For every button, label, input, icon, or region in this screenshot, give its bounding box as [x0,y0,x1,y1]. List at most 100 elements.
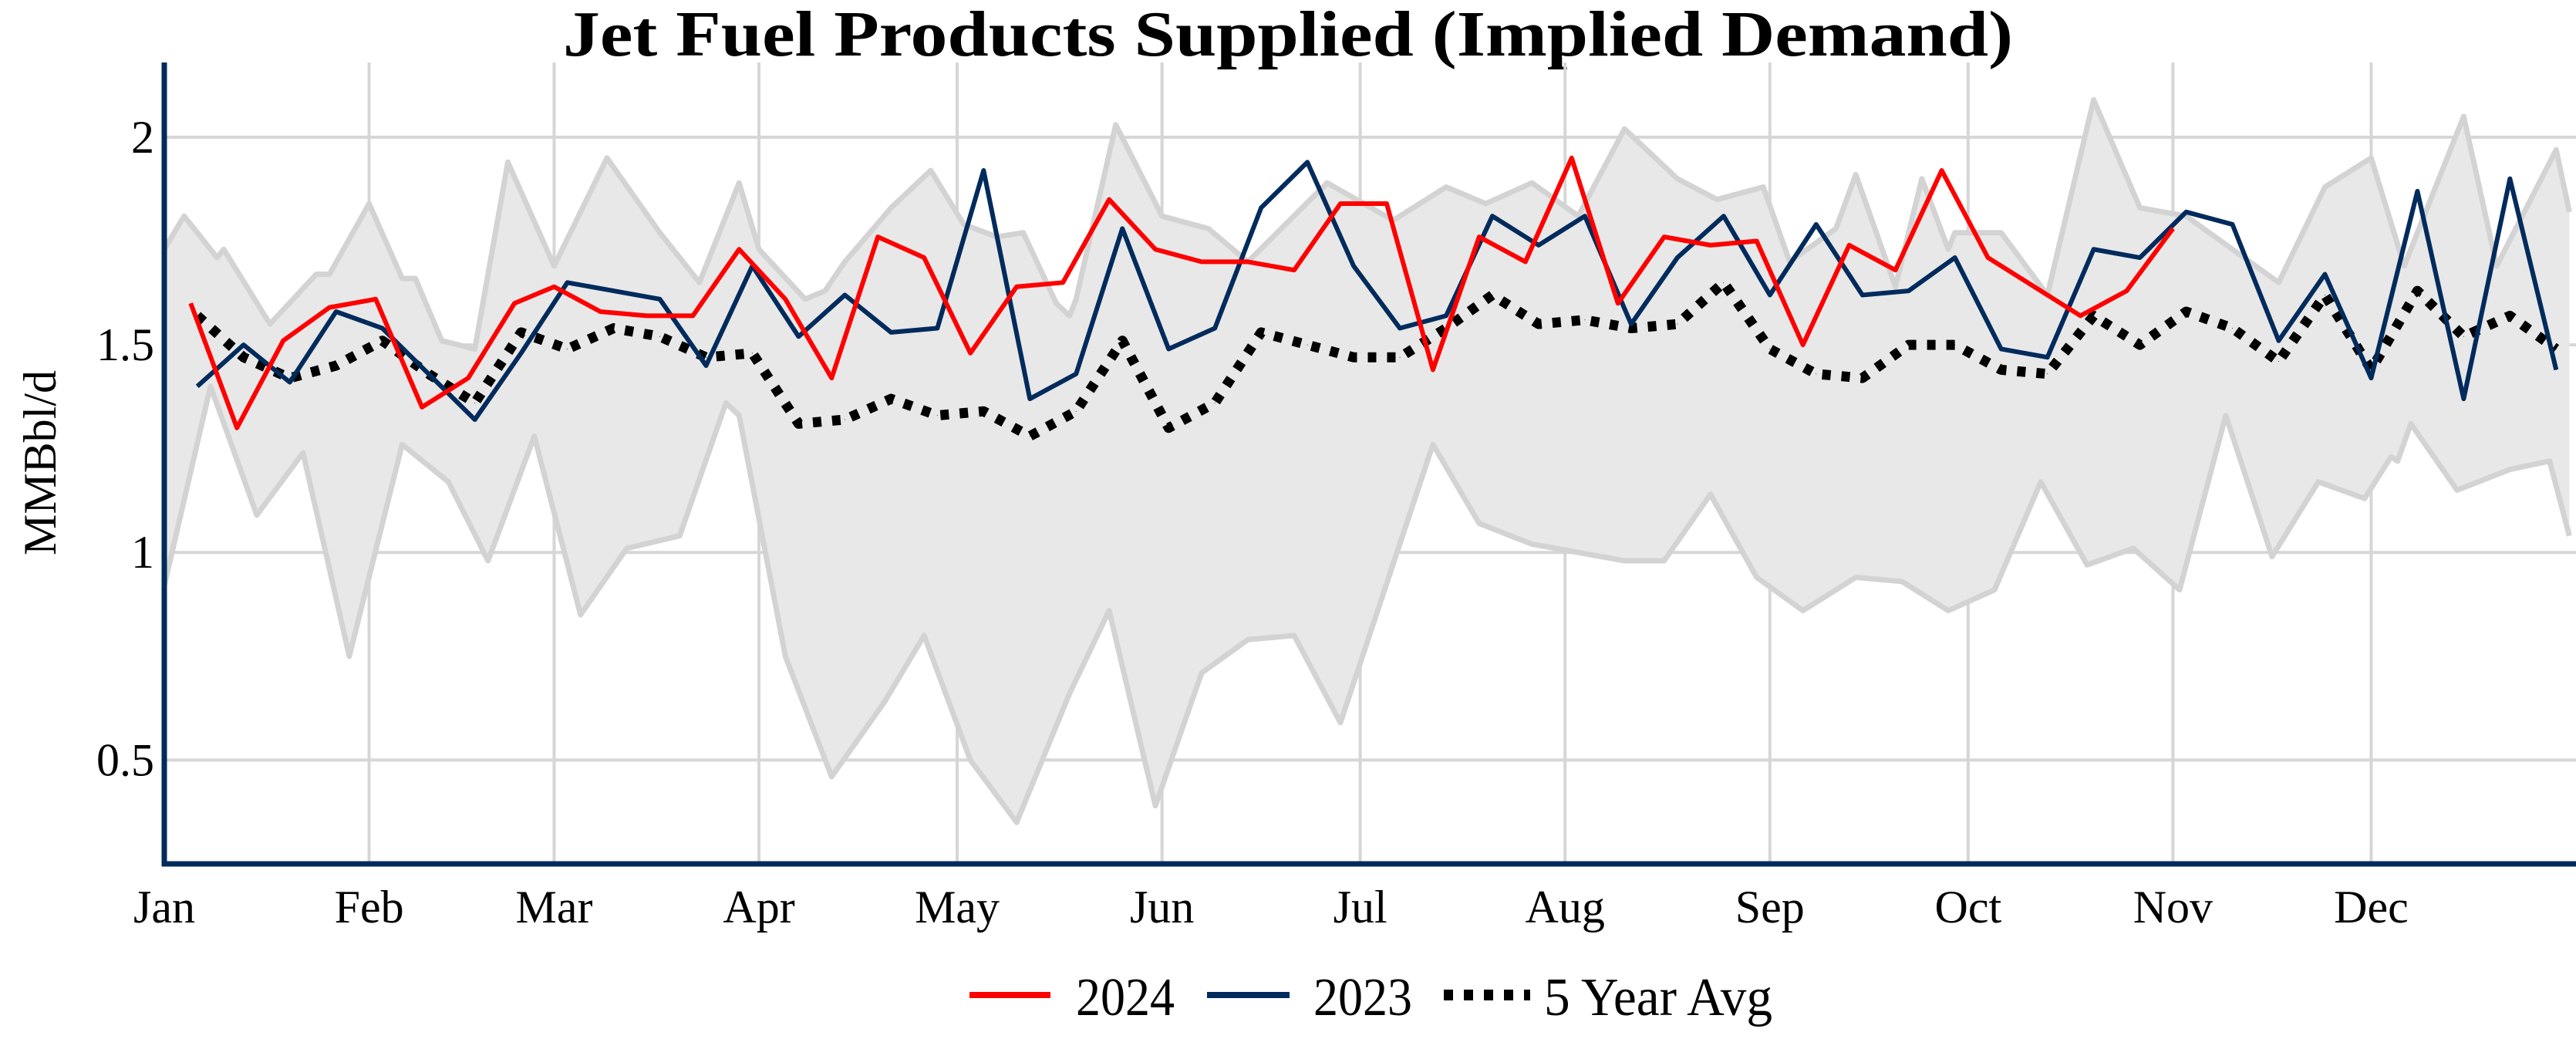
series-2023-point [797,336,799,337]
series-5-year-avg-point [2416,290,2418,292]
series-5-year-avg-point [1723,282,1725,283]
x-tick-label: Mar [515,882,592,933]
series-5-year-avg-point [2139,344,2141,346]
series-2024-line [188,155,2175,430]
series-5-year-avg-point [751,352,753,354]
legend-label-2024: 2024 [1076,968,1175,1027]
x-tick-label: May [915,882,1000,933]
series-5-year-avg [194,277,2560,442]
x-tick-label: Feb [335,882,404,933]
series-2024-point [1895,269,1897,271]
series-2023-point [1399,328,1401,329]
axes [161,62,2576,867]
series-5-year-avg-point [243,356,244,358]
series-lines [188,155,2560,442]
series-2024-point [553,286,555,288]
series-5-year-avg-point [797,423,799,424]
series-2023-point [613,290,615,292]
x-tick-label: Aug [1526,882,1605,933]
series-2024-point [1525,261,1526,262]
range-band-max-line [161,96,2572,352]
x-tick-label: Oct [1935,882,2002,933]
x-tick-labels: Jan Feb Mar Apr May Jun Jul Aug Sep Oct Nov Dec [133,882,2409,933]
series-5-year-avg-point [1399,356,1401,358]
series-2024-point [646,315,647,316]
series-2023-point [474,419,476,420]
series-2024-point [1432,369,1434,370]
series-5-year-avg-point [1075,410,1077,412]
series-5-year-avg-point [1630,328,1632,329]
series-5-year-avg-point [613,328,615,329]
series-2024-point [1293,269,1295,271]
legend-item-5-year-avg[interactable]: 5 Year Avg [1444,968,1772,1027]
series-5-year-avg-point [659,336,661,337]
y-tick-labels: 0.5 1 1.5 2 [96,112,154,786]
series-2023-point [289,382,291,383]
series-2024-point [467,377,469,379]
x-tick-label: Dec [2334,882,2409,933]
series-2024-point [236,427,238,429]
series-2023-point [1723,215,1725,217]
series-2024-point [738,248,740,250]
x-tick-label: Apr [723,882,794,933]
series-2023-point [2093,248,2095,250]
series-5-year-avg-point [2232,328,2234,329]
chart-title: Jet Fuel Products Supplied (Implied Dema… [563,0,2013,70]
series-2024-point [1571,157,1573,159]
y-tick-label: 0.5 [96,734,154,785]
series-2024-point [1247,261,1249,262]
range-band-min-line [161,383,2572,825]
series-5-year-avg-point [983,410,984,412]
series-2023-point [2047,356,2048,358]
series-2024-point [969,352,971,354]
legend-label-5-year-avg: 5 Year Avg [1544,968,1772,1027]
series-2023-point [428,373,430,375]
legend-item-2024[interactable]: 2024 [969,968,1175,1027]
y-tick-label: 1.5 [96,319,154,370]
series-2024-point [2126,290,2127,292]
series-2023-point [243,344,244,346]
series-5-year-avg-point [2093,315,2095,316]
series-2023-point [1075,373,1077,375]
series-2023-point [382,328,383,329]
series-2023-point [2463,398,2464,400]
x-tick-label: Jan [133,882,195,933]
series-2024-point [1802,344,1804,346]
series-2023-line [195,160,2559,422]
series-2023-point [567,282,568,283]
series-5-year-avg-point [1307,344,1308,346]
series-5-year-avg-point [890,398,892,400]
series-2024 [188,155,2175,430]
series-2023-point [1214,328,1216,329]
series-2024-point [329,307,330,309]
legend-item-2023[interactable]: 2023 [1207,968,1412,1027]
x-tick-label: Jun [1130,882,1194,933]
series-5-year-avg-point [2463,336,2464,337]
y-tick-label: 2 [131,112,154,163]
x-tick-label: Sep [1735,882,1805,933]
series-5-year-avg-point [1954,344,1956,346]
x-tick-label: Nov [2133,882,2213,933]
series-2023-point [1445,315,1447,316]
legend-label-2023: 2023 [1313,968,1412,1027]
series-2024-point [1108,199,1110,201]
series-5-year-avg-point [1908,344,1910,346]
series-2023-point [2370,377,2372,379]
series-2023-point [1584,215,1586,217]
series-5-year-avg-point [1862,377,1863,379]
series-5-year-avg-point [1538,323,1539,325]
series-5-year-avg-line [194,277,2560,442]
series-2023-point [1121,228,1123,229]
series-5-year-avg-point [335,365,337,366]
series-5-year-avg-point [2278,361,2279,363]
series-2023 [195,160,2559,422]
series-2024-point [1617,302,1619,304]
series-2023-point [2555,369,2557,370]
series-5-year-avg-point [2047,373,2048,375]
series-2023-point [1260,207,1262,208]
series-2023-point [936,328,938,329]
series-2024-point [2079,315,2081,316]
range-band [161,96,2572,825]
series-2023-point [2186,211,2187,213]
